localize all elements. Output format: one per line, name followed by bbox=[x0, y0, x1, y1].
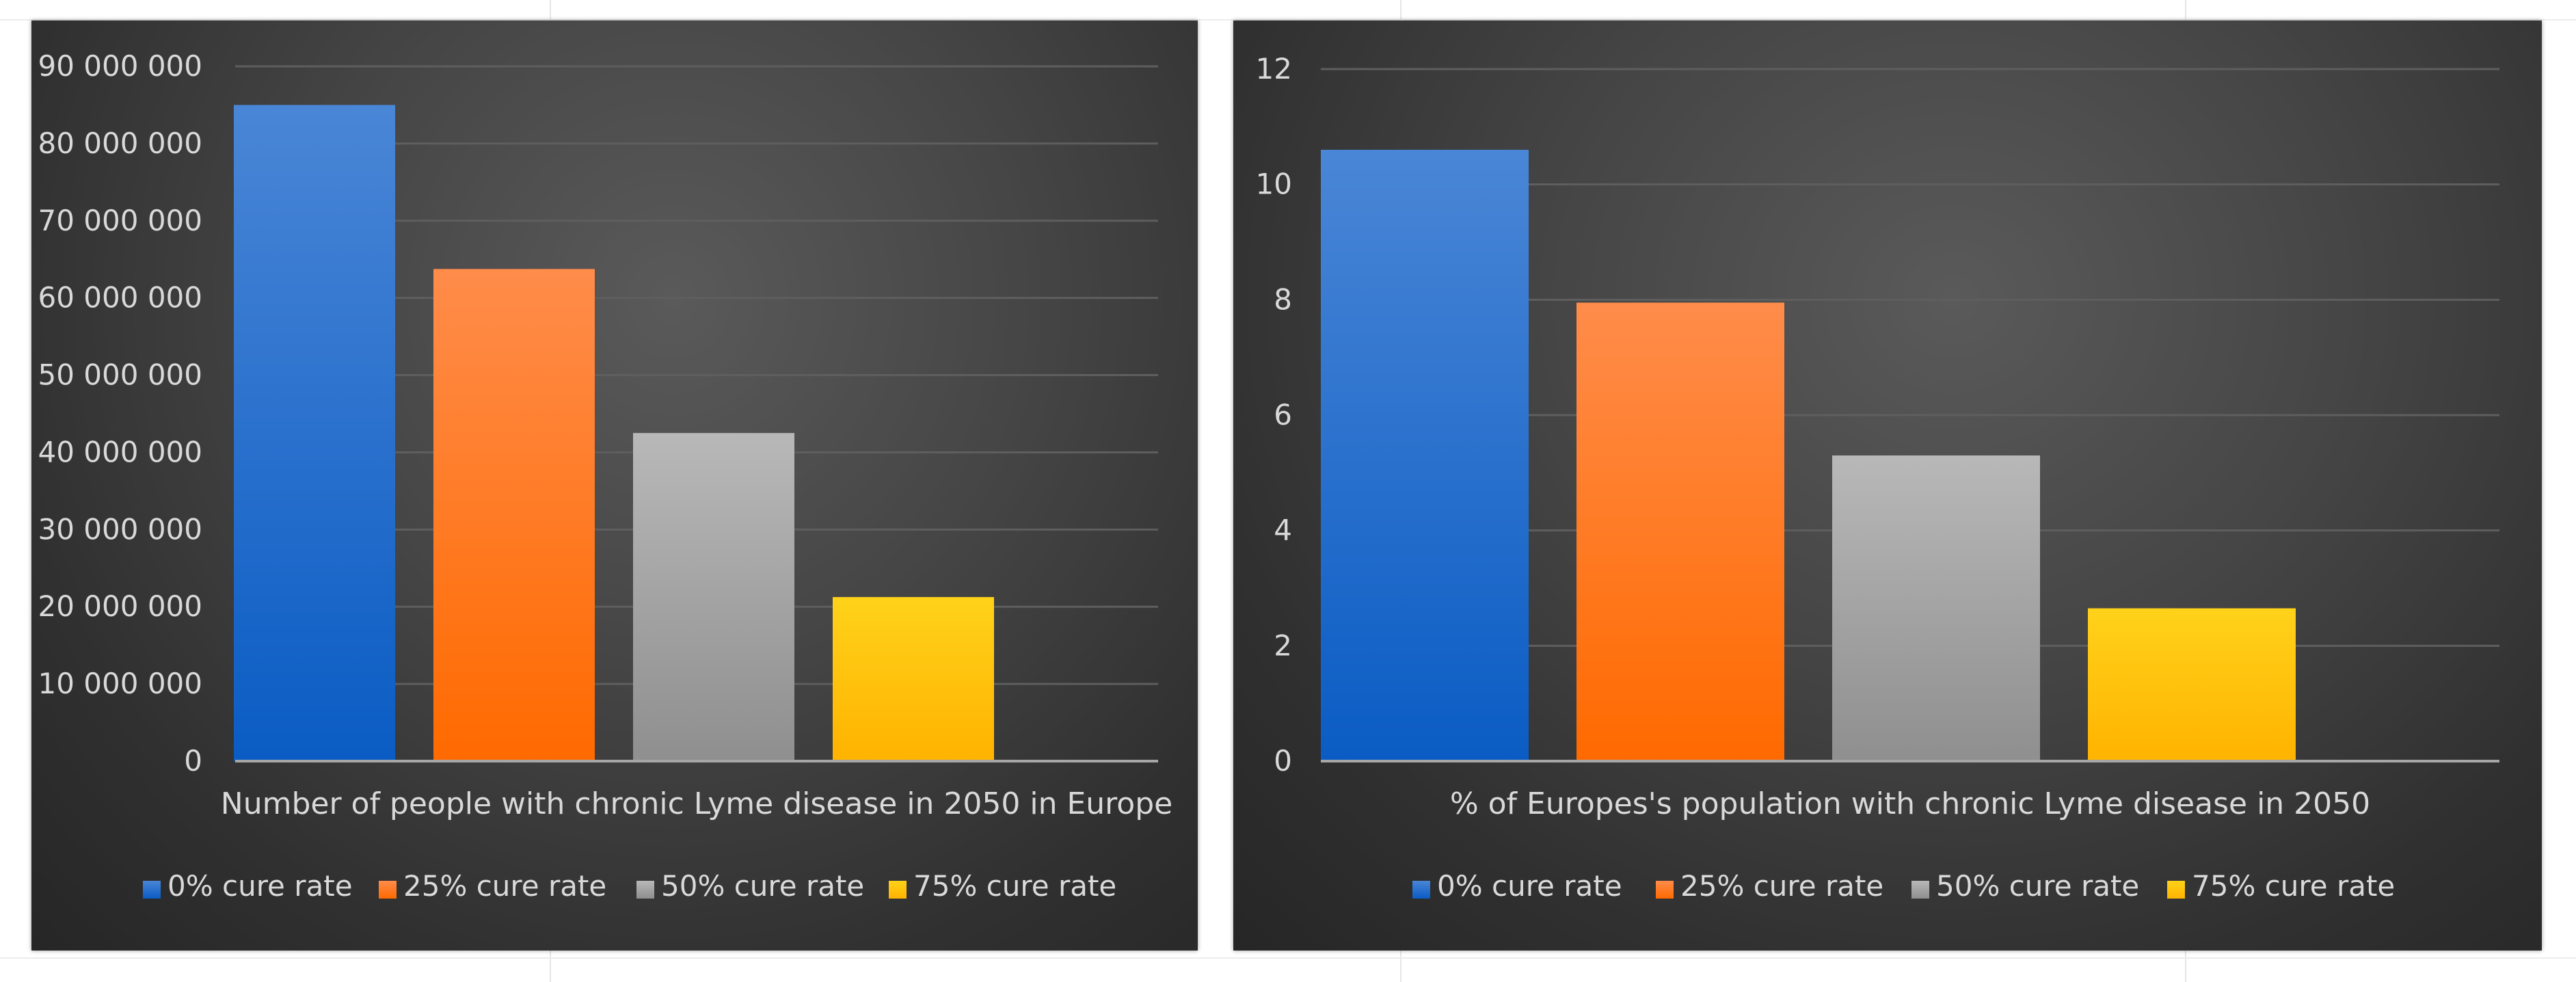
x-axis-label: % of Europes's population with chronic L… bbox=[1450, 786, 2370, 821]
legend-swatch bbox=[1412, 881, 1430, 899]
legend-entry-label[interactable]: 75% cure rate bbox=[913, 869, 1116, 903]
chart-left-people-count[interactable]: 0 10 000 000 20 000 000 30 000 000 40 000 00… bbox=[31, 21, 1198, 951]
bar-25-cure-rate[interactable] bbox=[433, 269, 595, 761]
bar-0-cure-rate[interactable] bbox=[1321, 150, 1529, 762]
bar-50-cure-rate[interactable] bbox=[1832, 455, 2040, 761]
y-tick-label: 4 bbox=[1274, 514, 1292, 547]
y-tick-label: 50 000 000 bbox=[38, 358, 202, 392]
legend-swatch bbox=[1656, 881, 1674, 899]
y-tick-label: 6 bbox=[1274, 398, 1292, 432]
legend-entry-label[interactable]: 75% cure rate bbox=[2192, 869, 2395, 903]
sheet-gridline bbox=[0, 957, 2576, 959]
legend-swatch bbox=[1911, 881, 1929, 899]
legend-swatch bbox=[379, 881, 397, 899]
legend-swatch bbox=[143, 881, 161, 899]
legend-entry-label[interactable]: 50% cure rate bbox=[1936, 869, 2139, 903]
bar-75-cure-rate[interactable] bbox=[833, 597, 994, 761]
y-tick-label: 10 bbox=[1256, 168, 1292, 201]
chart-left-svg: 0 10 000 000 20 000 000 30 000 000 40 000 00… bbox=[38, 49, 1173, 903]
y-tick-label: 0 bbox=[184, 744, 202, 778]
y-tick-label: 60 000 000 bbox=[38, 281, 202, 315]
y-tick-label: 30 000 000 bbox=[38, 512, 202, 546]
y-tick-label: 70 000 000 bbox=[38, 204, 202, 237]
bar-0-cure-rate[interactable] bbox=[234, 105, 395, 761]
y-tick-label: 90 000 000 bbox=[38, 49, 202, 83]
legend-entry-label[interactable]: 0% cure rate bbox=[167, 869, 353, 903]
y-tick-label: 2 bbox=[1274, 628, 1292, 662]
bar-75-cure-rate[interactable] bbox=[2088, 608, 2296, 761]
bar-25-cure-rate[interactable] bbox=[1577, 302, 1784, 761]
chart-right-svg: 0 2 4 6 8 10 12 % of Europes's population with … bbox=[1256, 52, 2499, 903]
y-tick-label: 20 000 000 bbox=[38, 589, 202, 623]
legend-swatch bbox=[889, 881, 907, 899]
y-tick-label: 40 000 000 bbox=[38, 435, 202, 468]
legend-entry-label[interactable]: 25% cure rate bbox=[403, 869, 606, 903]
y-tick-label: 0 bbox=[1274, 744, 1292, 778]
sheet-gridline bbox=[0, 19, 2576, 21]
x-axis-label: Number of people with chronic Lyme disea… bbox=[221, 786, 1172, 821]
legend-swatch bbox=[2167, 881, 2185, 899]
legend-entry-label[interactable]: 0% cure rate bbox=[1437, 869, 1622, 903]
legend-entry-label[interactable]: 25% cure rate bbox=[1680, 869, 1883, 903]
bar-50-cure-rate[interactable] bbox=[633, 433, 794, 761]
y-tick-label: 8 bbox=[1274, 282, 1292, 316]
y-tick-label: 80 000 000 bbox=[38, 127, 202, 160]
y-tick-label: 12 bbox=[1256, 52, 1292, 85]
chart-right-population-percent[interactable]: 0 2 4 6 8 10 12 % of Europes's population with … bbox=[1233, 21, 2542, 951]
y-tick-label: 10 000 000 bbox=[38, 667, 202, 700]
legend-entry-label[interactable]: 50% cure rate bbox=[661, 869, 864, 903]
legend-swatch bbox=[636, 881, 654, 899]
